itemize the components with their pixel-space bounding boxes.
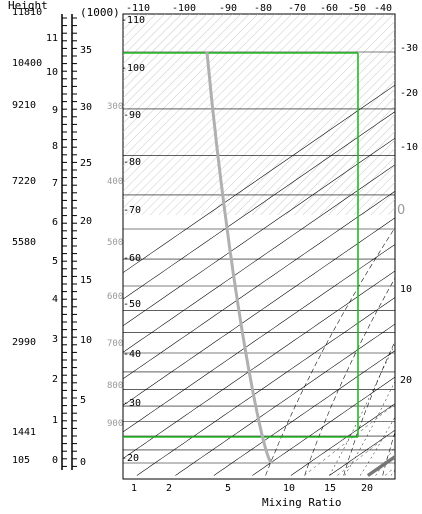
mixing-ratio-tick: 1 [131,483,137,494]
height-tick: 7220 [12,176,36,187]
km-tick: 10 [46,67,58,78]
hatched-region [123,14,395,215]
mixing-ratio-tick: 5 [225,483,231,494]
pressure-tick: 900 [107,419,123,429]
inner-temp-tick: -80 [123,157,141,168]
kft-tick: 35 [80,45,92,56]
right-temp-tick: 20 [400,375,412,386]
pressure-tick: 300 [107,102,123,112]
top-temp-tick: -110 [126,3,150,14]
height-tick: 9210 [12,100,36,111]
kft-tick: 15 [80,275,92,286]
moist-adiabat [329,343,395,476]
kft-tick: 0 [80,457,86,468]
right-temp-tick: -20 [400,88,418,99]
top-temp-tick: -50 [348,3,366,14]
top-temp-tick: -70 [288,3,306,14]
pressure-tick: 400 [107,177,123,187]
top-temp-tick: -90 [219,3,237,14]
moist-adiabat [406,52,422,476]
km-tick: 11 [46,33,58,44]
mixing-ratio-label: Mixing Ratio [262,496,341,509]
kft-tick: 30 [80,102,92,113]
mixing-ratio-tick: 15 [324,483,336,494]
right-temp-tick: -10 [400,142,418,153]
isotherm-line [123,164,395,353]
top-temp-tick: -60 [320,3,338,14]
height-tick: 1441 [12,427,36,438]
km-tick: 2 [52,374,58,385]
pressure-tick: 600 [107,292,123,302]
inner-temp-tick: -90 [123,110,141,121]
isotherm-line [123,137,395,327]
km-tick: 9 [52,105,58,116]
isotherm-line [123,217,395,406]
top-temp-tick: -40 [374,3,392,14]
inner-temp-tick: -50 [123,299,141,310]
right-temp-tick: 10 [400,284,412,295]
km-tick: 3 [52,334,58,345]
pressure-tick: 500 [107,238,123,248]
height-tick: 2990 [12,337,36,348]
zero-isotherm-label: 0 [397,203,405,218]
height-tick: 105 [12,455,30,466]
mixing-ratio-tick: 20 [361,483,373,494]
inner-temp-tick: -30 [123,398,141,409]
km-tick: 6 [52,217,58,228]
kft-tick: 25 [80,158,92,169]
km-tick: 4 [52,294,58,305]
kft-tick: 5 [80,395,86,406]
top-temp-tick: -100 [172,3,196,14]
km-tick: 7 [52,178,58,189]
isotherm-line [123,111,395,300]
moist-adiabat [390,469,395,476]
isotherm-line [329,429,395,476]
km-tick: 0 [52,455,58,466]
inner-temp-tick: -40 [123,349,141,360]
km-tick: 8 [52,141,58,152]
height-tick: 5580 [12,237,36,248]
isotherm-line [123,244,395,433]
pressure-label: (1000) [80,6,120,19]
height-label: Height [8,0,48,12]
kft-tick: 10 [80,335,92,346]
km-tick: 5 [52,256,58,267]
isotherm-line [123,84,395,274]
height-tick: 11810 [12,7,42,18]
right-temp-tick: -30 [400,43,418,54]
km-tick: 1 [52,415,58,426]
inner-temp-tick: -20 [121,453,139,464]
pressure-tick: 700 [107,339,123,349]
mixing-curve [205,51,274,464]
inner-temp-tick: -100 [121,63,145,74]
top-temp-tick: -80 [254,3,272,14]
inner-temp-tick: -60 [123,253,141,264]
kft-tick: 20 [80,216,92,227]
inner-temp-tick: -70 [123,205,141,216]
mixing-ratio-line [304,403,395,476]
mixing-ratio-tick: 10 [283,483,295,494]
mixing-ratio-line [337,429,395,476]
height-tick: 10400 [12,58,42,69]
mixing-ratio-tick: 2 [166,483,172,494]
pressure-tick: 800 [107,381,123,391]
inner-temp-tick: -110 [121,15,145,26]
isotherm-line [123,190,395,380]
